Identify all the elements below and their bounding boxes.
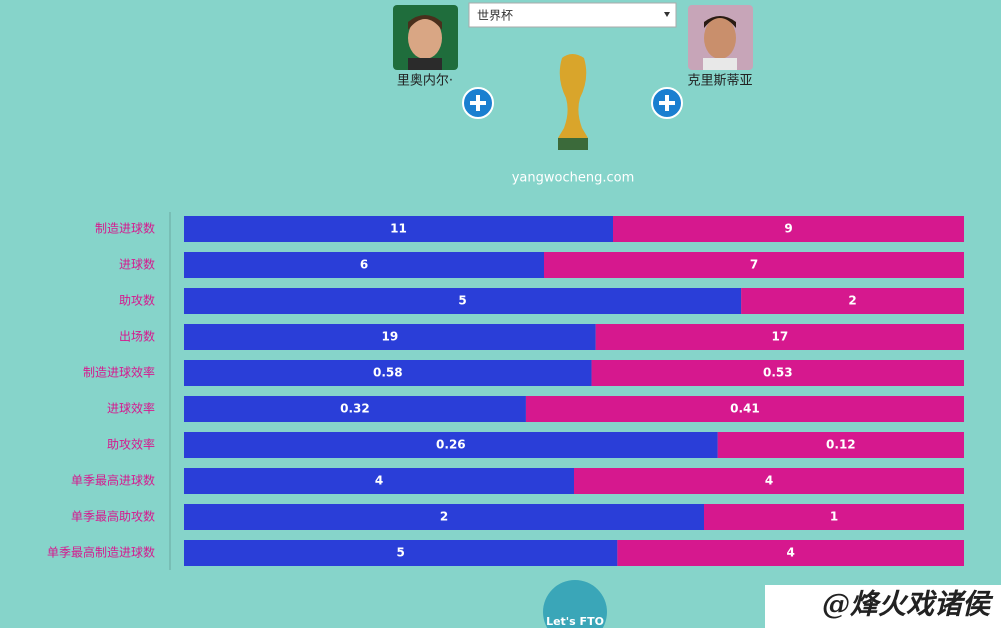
bar-segment: [184, 540, 618, 566]
bar-segment: [591, 360, 964, 386]
bar-segment: [184, 396, 526, 422]
category-label: 进球效率: [107, 401, 155, 416]
category-label: 助攻数: [119, 293, 155, 308]
value-label: 1: [830, 510, 838, 524]
trophy: [558, 54, 588, 150]
add-button[interactable]: [462, 87, 494, 119]
value-label: 4: [765, 474, 773, 488]
category-label: 制造进球效率: [83, 365, 155, 380]
bar-segment: [704, 504, 964, 530]
bar-segment: [184, 216, 613, 242]
value-label: 0.41: [730, 402, 760, 416]
site-name: yangwocheng.com: [512, 171, 635, 186]
player-photo: [688, 5, 753, 70]
value-label: 2: [440, 510, 448, 524]
watermark: @烽火戏诸侯: [822, 588, 994, 621]
value-label: 0.58: [373, 366, 403, 380]
value-label: 4: [786, 546, 794, 560]
bar-segment: [184, 432, 718, 458]
dropdown-text[interactable]: 世界杯: [477, 9, 513, 23]
category-label: 制造进球数: [95, 221, 155, 236]
bar-segment: [184, 288, 742, 314]
value-label: 7: [750, 258, 758, 272]
player-photo: [393, 5, 458, 70]
category-label: 出场数: [119, 329, 155, 344]
value-label: 0.53: [763, 366, 793, 380]
logo: Let's FTO: [543, 580, 607, 628]
logo-text: Let's FTO: [546, 615, 604, 628]
category-label: 进球数: [119, 257, 155, 272]
value-label: 0.32: [340, 402, 370, 416]
category-label: 单季最高制造进球数: [47, 545, 155, 560]
category-label: 单季最高进球数: [71, 473, 155, 488]
value-label: 2: [848, 294, 856, 308]
watermark-bg: [765, 585, 1001, 628]
legend-label: 里奥内尔·: [397, 73, 453, 89]
category-label: 助攻效率: [107, 437, 155, 452]
dropdown-arrow[interactable]: [664, 12, 670, 17]
bar-segment: [184, 504, 704, 530]
bar-segment: [184, 360, 592, 386]
bar-segment: [613, 216, 964, 242]
category-label: 单季最高助攻数: [71, 509, 155, 524]
add-button[interactable]: [651, 87, 683, 119]
bar-segment: [595, 324, 964, 350]
bar-segment: [184, 252, 544, 278]
bar-segment: [544, 252, 964, 278]
value-label: 6: [360, 258, 368, 272]
bar-segment: [525, 396, 964, 422]
value-label: 9: [784, 222, 792, 236]
bar-segment: [741, 288, 964, 314]
bar-segment: [617, 540, 964, 566]
dropdown[interactable]: 世界杯: [468, 2, 677, 28]
value-label: 5: [458, 294, 466, 308]
legend-label: 克里斯蒂亚: [687, 74, 752, 89]
dropdown-box[interactable]: [468, 2, 677, 28]
bar-segment: [574, 468, 964, 494]
bar-segment: [184, 324, 596, 350]
value-label: 4: [375, 474, 383, 488]
bar-segment: [717, 432, 964, 458]
bar-segment: [184, 468, 574, 494]
value-label: 11: [390, 222, 407, 236]
value-label: 17: [771, 330, 788, 344]
value-label: 5: [396, 546, 404, 560]
value-label: 0.12: [826, 438, 856, 452]
value-label: 0.26: [436, 438, 466, 452]
value-label: 19: [381, 330, 398, 344]
